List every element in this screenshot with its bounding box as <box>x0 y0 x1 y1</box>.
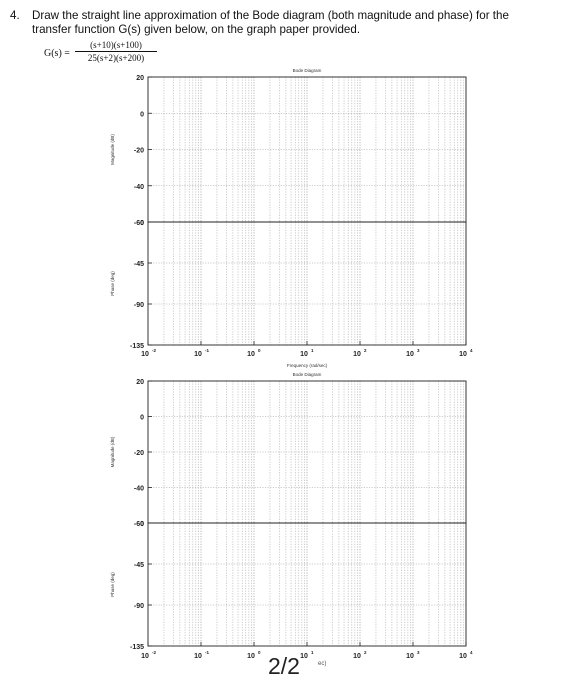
x-tick-label: 10 <box>300 351 308 358</box>
x-tick-exponent: 1 <box>311 650 314 655</box>
y-axis-label: Phase (deg) <box>110 271 115 296</box>
question-number: 4. <box>10 9 20 22</box>
x-tick-exponent: 4 <box>470 650 473 655</box>
x-tick-label: 10 <box>406 653 414 660</box>
page-hint: ec) <box>318 661 327 667</box>
x-tick-exponent: 1 <box>311 348 314 353</box>
x-tick-label: 10 <box>194 653 202 660</box>
x-tick-exponent: 2 <box>364 348 367 353</box>
y-tick-label: 20 <box>136 75 144 82</box>
y-tick-label: -20 <box>134 450 144 457</box>
x-tick-exponent: 0 <box>258 348 261 353</box>
x-tick-exponent: -1 <box>205 348 209 353</box>
x-axis-label: Frequency (rad/sec) <box>287 363 328 368</box>
x-tick-label: 10 <box>459 653 467 660</box>
x-tick-exponent: 2 <box>364 650 367 655</box>
x-tick-label: 10 <box>353 351 361 358</box>
x-tick-exponent: 3 <box>417 650 420 655</box>
question-line-1: Draw the straight line approximation of … <box>32 9 509 22</box>
fraction-bar <box>75 51 157 52</box>
y-tick-label: -20 <box>134 148 144 155</box>
x-tick-exponent: -1 <box>205 650 209 655</box>
x-tick-exponent: 0 <box>258 650 261 655</box>
x-tick-label: 10 <box>141 653 149 660</box>
y-tick-label: -45 <box>134 261 144 268</box>
y-tick-label: -60 <box>134 521 144 528</box>
x-tick-label: 10 <box>194 351 202 358</box>
x-tick-exponent: 3 <box>417 348 420 353</box>
y-tick-label: -60 <box>134 220 144 227</box>
y-tick-label: 0 <box>140 111 144 118</box>
x-tick-label: 10 <box>459 351 467 358</box>
y-tick-label: 0 <box>140 220 144 227</box>
y-tick-label: 0 <box>140 521 144 528</box>
transfer-function-lhs: G(s) = <box>44 48 70 59</box>
transfer-function-fraction: (s+10)(s+100) 25(s+2)(s+200) <box>75 40 157 63</box>
transfer-function-denominator: 25(s+2)(s+200) <box>87 53 145 63</box>
x-tick-label: 10 <box>300 653 308 660</box>
page-indicator: 2/2 <box>268 653 300 679</box>
x-tick-label: 10 <box>141 351 149 358</box>
x-tick-label: 10 <box>247 351 255 358</box>
x-tick-label: 10 <box>353 653 361 660</box>
x-tick-exponent: -2 <box>152 348 156 353</box>
y-axis-label: Phase (deg) <box>110 572 115 597</box>
transfer-function-numerator: (s+10)(s+100) <box>90 40 142 50</box>
question-line-2: transfer function G(s) given below, on t… <box>32 23 361 36</box>
y-tick-label: 0 <box>140 415 144 422</box>
y-tick-label: -135 <box>130 343 144 350</box>
y-tick-label: -45 <box>134 562 144 569</box>
chart-title: Bode Diagram <box>293 68 322 73</box>
x-tick-exponent: -2 <box>152 650 156 655</box>
x-tick-label: 10 <box>406 351 414 358</box>
y-axis-label: Magnitude (dB) <box>110 436 115 467</box>
y-tick-label: -135 <box>130 644 144 651</box>
chart-title: Bode Diagram <box>293 372 322 377</box>
y-tick-label: 20 <box>136 379 144 386</box>
y-tick-label: -40 <box>134 184 144 191</box>
x-tick-label: 10 <box>247 653 255 660</box>
x-tick-exponent: 4 <box>470 348 473 353</box>
y-tick-label: -40 <box>134 486 144 493</box>
y-tick-label: -90 <box>134 603 144 610</box>
y-tick-label: -90 <box>134 302 144 309</box>
y-axis-label: Magnitude (dB) <box>110 134 115 165</box>
